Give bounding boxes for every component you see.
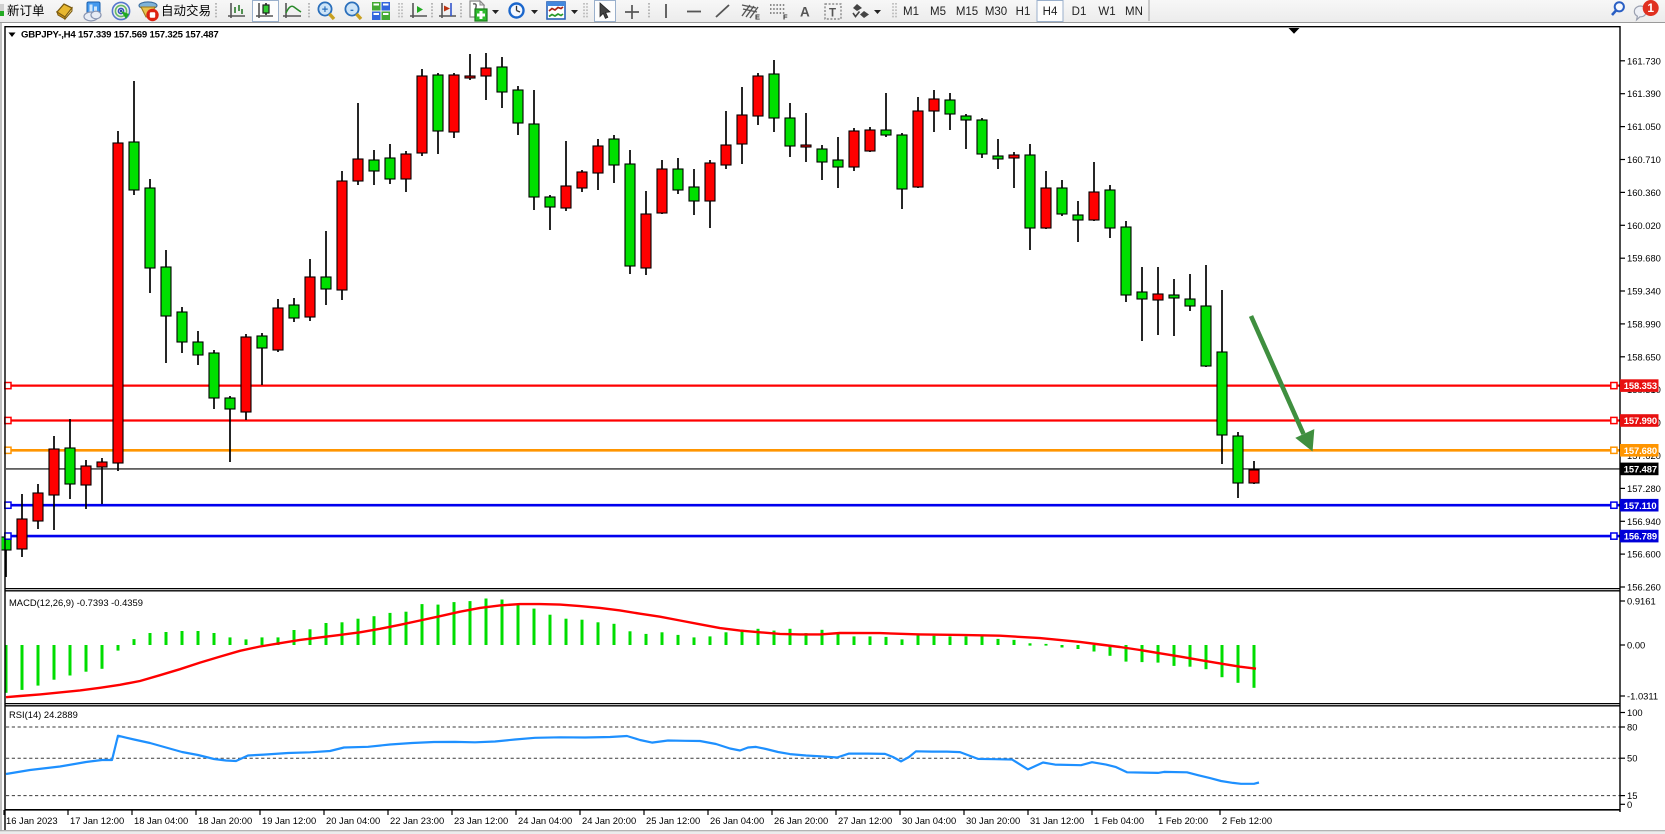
- svg-text:T: T: [829, 8, 836, 20]
- svg-text:D1: D1: [1072, 6, 1087, 18]
- svg-text:156.789: 156.789: [1624, 531, 1657, 542]
- svg-text:A: A: [800, 5, 810, 20]
- svg-text:18 Jan 04:00: 18 Jan 04:00: [134, 815, 188, 826]
- svg-text:156.260: 156.260: [1627, 582, 1661, 593]
- svg-text:18 Jan 20:00: 18 Jan 20:00: [198, 815, 252, 826]
- svg-text:156.940: 156.940: [1627, 516, 1661, 527]
- svg-text:161.730: 161.730: [1627, 55, 1661, 66]
- svg-text:20 Jan 04:00: 20 Jan 04:00: [326, 815, 380, 826]
- svg-text:157.680: 157.680: [1624, 445, 1657, 456]
- svg-text:159.680: 159.680: [1627, 253, 1661, 264]
- svg-text:157.280: 157.280: [1627, 483, 1661, 494]
- svg-text:新订单: 新订单: [7, 3, 45, 18]
- svg-text:M30: M30: [985, 6, 1007, 18]
- svg-text:2 Feb 12:00: 2 Feb 12:00: [1222, 815, 1272, 826]
- svg-text:160.360: 160.360: [1627, 187, 1661, 198]
- svg-text:157.990: 157.990: [1624, 415, 1657, 426]
- svg-text:+: +: [322, 4, 328, 16]
- svg-text:GBPJPY-,H4 157.339 157.569 15: GBPJPY-,H4 157.339 157.569 157.325 157.4…: [21, 29, 219, 40]
- svg-text:0: 0: [1627, 799, 1632, 810]
- svg-text:15: 15: [1627, 790, 1637, 801]
- svg-text:H1: H1: [1016, 6, 1031, 18]
- svg-text:MACD(12,26,9) -0.7393 -0.4359: MACD(12,26,9) -0.7393 -0.4359: [9, 597, 143, 608]
- svg-text:19 Jan 12:00: 19 Jan 12:00: [262, 815, 316, 826]
- svg-text:1 Feb 04:00: 1 Feb 04:00: [1094, 815, 1144, 826]
- svg-text:27 Jan 12:00: 27 Jan 12:00: [838, 815, 892, 826]
- svg-text:30 Jan 20:00: 30 Jan 20:00: [966, 815, 1020, 826]
- svg-text:156.600: 156.600: [1627, 549, 1661, 560]
- svg-text:M15: M15: [956, 6, 978, 18]
- svg-text:E: E: [755, 13, 760, 22]
- svg-text:16 Jan 2023: 16 Jan 2023: [6, 815, 58, 826]
- svg-text:157.110: 157.110: [1624, 500, 1657, 511]
- svg-text:158.353: 158.353: [1624, 380, 1657, 391]
- svg-text:RSI(14) 24.2889: RSI(14) 24.2889: [9, 709, 78, 720]
- svg-text:26 Jan 20:00: 26 Jan 20:00: [774, 815, 828, 826]
- svg-text:24 Jan 04:00: 24 Jan 04:00: [518, 815, 572, 826]
- svg-text:26 Jan 04:00: 26 Jan 04:00: [710, 815, 764, 826]
- svg-text:-1.0311: -1.0311: [1627, 691, 1658, 702]
- svg-text:159.340: 159.340: [1627, 286, 1661, 297]
- svg-text:W1: W1: [1098, 6, 1115, 18]
- svg-text:-: -: [350, 4, 354, 16]
- svg-text:160.020: 160.020: [1627, 220, 1661, 231]
- svg-text:80: 80: [1627, 722, 1637, 733]
- svg-text:50: 50: [1627, 753, 1637, 764]
- svg-text:M5: M5: [930, 6, 946, 18]
- svg-text:30 Jan 04:00: 30 Jan 04:00: [902, 815, 956, 826]
- svg-text:160.710: 160.710: [1627, 154, 1661, 165]
- svg-text:25 Jan 12:00: 25 Jan 12:00: [646, 815, 700, 826]
- svg-text:自动交易: 自动交易: [161, 3, 211, 18]
- svg-text:161.390: 161.390: [1627, 88, 1661, 99]
- svg-text:161.050: 161.050: [1627, 121, 1661, 132]
- svg-text:1: 1: [1647, 1, 1654, 15]
- svg-text:0.00: 0.00: [1627, 640, 1645, 651]
- svg-text:F: F: [783, 13, 788, 22]
- svg-text:M1: M1: [903, 6, 919, 18]
- svg-text:158.650: 158.650: [1627, 351, 1661, 362]
- svg-text:157.487: 157.487: [1624, 464, 1657, 475]
- svg-text:MN: MN: [1125, 6, 1143, 18]
- svg-text:H4: H4: [1043, 6, 1058, 18]
- svg-text:100: 100: [1627, 707, 1643, 718]
- svg-text:23 Jan 12:00: 23 Jan 12:00: [454, 815, 508, 826]
- svg-text:17 Jan 12:00: 17 Jan 12:00: [70, 815, 124, 826]
- svg-text:24 Jan 20:00: 24 Jan 20:00: [582, 815, 636, 826]
- svg-text:22 Jan 23:00: 22 Jan 23:00: [390, 815, 444, 826]
- svg-text:1 Feb 20:00: 1 Feb 20:00: [1158, 815, 1208, 826]
- svg-text:31 Jan 12:00: 31 Jan 12:00: [1030, 815, 1084, 826]
- svg-text:158.990: 158.990: [1627, 318, 1661, 329]
- svg-text:0.9161: 0.9161: [1627, 596, 1656, 607]
